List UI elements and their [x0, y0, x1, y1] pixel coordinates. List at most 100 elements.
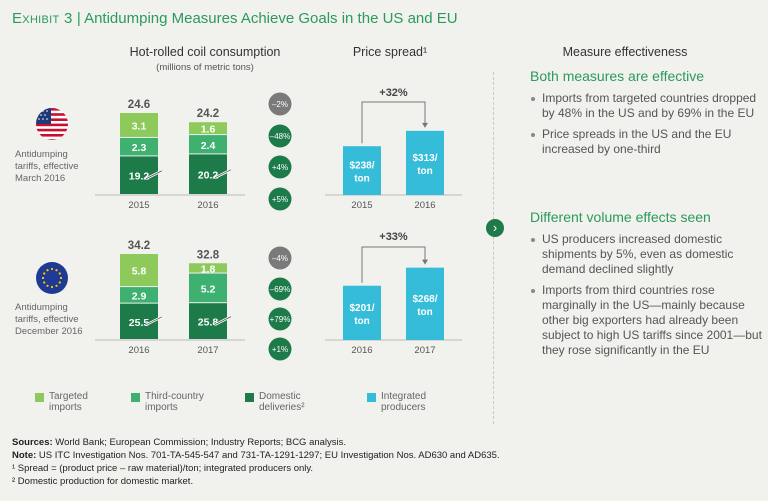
bar-segment — [120, 113, 158, 137]
eu-star-icon — [58, 272, 61, 275]
axis-break-icon — [145, 316, 163, 326]
data-label: 25.5 — [129, 317, 150, 329]
bar-segment — [189, 122, 227, 135]
data-label: $268/ — [412, 294, 437, 305]
change-bracket — [361, 101, 426, 144]
data-label: 5.2 — [201, 283, 216, 295]
change-label: +4% — [272, 163, 288, 172]
data-label: 2.9 — [132, 290, 147, 302]
change-label: +33% — [379, 231, 408, 243]
change-label: +79% — [270, 315, 291, 324]
note-line: Note: US ITC Investigation Nos. 701-TA-5… — [12, 450, 500, 461]
sources-line: Sources: World Bank; European Commission… — [12, 437, 347, 448]
data-label: 2.4 — [201, 140, 216, 152]
data-label: 3.1 — [132, 120, 147, 132]
change-label: +5% — [272, 195, 288, 204]
legend-swatch — [131, 393, 140, 402]
eu-flag — [36, 262, 68, 294]
bar-segment — [189, 273, 227, 303]
data-label: 25.8 — [198, 317, 219, 329]
effectiveness-header: Measure effectiveness — [562, 45, 688, 59]
change-bracket — [361, 246, 426, 283]
list-item: Price spreads in the US and the EU incre… — [531, 127, 762, 157]
eu-star-icon — [41, 276, 45, 280]
change-badge — [268, 246, 292, 270]
change-badge — [268, 307, 292, 331]
bar — [343, 146, 381, 195]
divider-line — [493, 72, 494, 424]
legend-swatch — [367, 393, 376, 402]
legend-swatch — [245, 393, 254, 402]
axis-break-icon — [214, 316, 232, 325]
us-flag — [36, 108, 68, 140]
list-item: Imports from third countries rose margin… — [531, 283, 762, 357]
bar-segment — [120, 287, 158, 303]
data-label: ton — [417, 166, 433, 177]
list-item: US producers increased domestic shipment… — [531, 232, 762, 277]
tick-label: 2015 — [351, 200, 372, 211]
eu-star-icon — [43, 272, 46, 275]
eu-star-icon — [59, 276, 63, 280]
axis-break-icon — [145, 170, 163, 180]
data-label: 1.8 — [201, 263, 216, 275]
footnote-2: ² Domestic production for domestic marke… — [12, 476, 194, 487]
change-label: –4% — [272, 254, 288, 263]
eu-star-icon — [46, 284, 49, 287]
eu-star-icon — [46, 269, 49, 272]
total-label: 32.8 — [197, 249, 220, 261]
chevron-right-icon[interactable]: › — [486, 219, 504, 237]
total-label: 24.2 — [197, 108, 219, 120]
price-header: Price spread¹ — [352, 45, 428, 59]
eu-star-icon — [58, 281, 61, 284]
footnote-1: ¹ Spread = (product price – raw material… — [12, 463, 314, 474]
tick-label: 2017 — [414, 345, 435, 356]
effectiveness-bullets-2: US producers increased domestic shipment… — [530, 232, 762, 358]
effectiveness-heading-2: Different volume effects seen — [530, 209, 711, 225]
data-label: 2.3 — [132, 142, 147, 154]
data-label: $313/ — [412, 153, 437, 164]
tick-label: 2016 — [414, 200, 435, 211]
change-label: –69% — [270, 285, 290, 294]
effectiveness-bullets-1: Imports from targeted countries dropped … — [530, 91, 762, 157]
effectiveness-panel-2: Different volume effects seen US produce… — [530, 209, 762, 364]
data-label: ton — [354, 174, 370, 185]
change-badge — [268, 124, 292, 148]
change-label: –48% — [270, 132, 290, 141]
charts-group: 19.2 2.3 3.1 24.6 2015 20.2 2.4 1.6 24.2 2016 –2% –… — [95, 86, 462, 361]
legend-swatch — [35, 393, 44, 402]
eu-star-icon — [50, 285, 54, 289]
charts-canvas: 19.2 2.3 3.1 24.6 2015 20.2 2.4 1.6 24.2 2016 –2% –… — [95, 86, 462, 361]
change-badge — [268, 155, 292, 179]
us-region-label: Antidumping tariffs, effective March 201… — [15, 149, 79, 184]
bar — [406, 267, 444, 340]
tick-label: 2016 — [197, 200, 218, 211]
bar-segment — [120, 254, 158, 287]
change-label: –2% — [272, 100, 288, 109]
change-label-bg — [375, 86, 412, 99]
data-label: $238/ — [349, 161, 374, 172]
data-label: 19.2 — [129, 171, 150, 183]
eu-star-icon — [50, 267, 54, 271]
tick-label: 2017 — [197, 345, 218, 356]
change-label-bg — [375, 230, 412, 243]
exhibit-title: Exhibit 3 | Antidumping Measures Achieve… — [12, 10, 458, 27]
eu-star-icon — [55, 284, 58, 287]
effectiveness-heading-1: Both measures are effective — [530, 68, 705, 84]
list-item: Imports from targeted countries dropped … — [531, 91, 762, 121]
change-badge — [268, 187, 292, 211]
total-label: 24.6 — [128, 99, 150, 111]
data-label: 1.6 — [201, 124, 216, 136]
data-label: $201/ — [349, 303, 374, 314]
data-label: 20.2 — [198, 170, 219, 182]
bar — [343, 285, 381, 340]
tick-label: 2016 — [128, 345, 149, 356]
data-label: ton — [354, 316, 370, 327]
data-label: ton — [417, 307, 433, 318]
bar-segment — [189, 135, 227, 154]
change-label: +32% — [379, 87, 408, 99]
eu-star-icon — [55, 269, 58, 272]
change-label: +1% — [272, 345, 288, 354]
total-label: 34.2 — [128, 240, 150, 252]
consumption-unit: (millions of metric tons) — [156, 62, 254, 73]
arrow-down-icon — [422, 259, 428, 265]
